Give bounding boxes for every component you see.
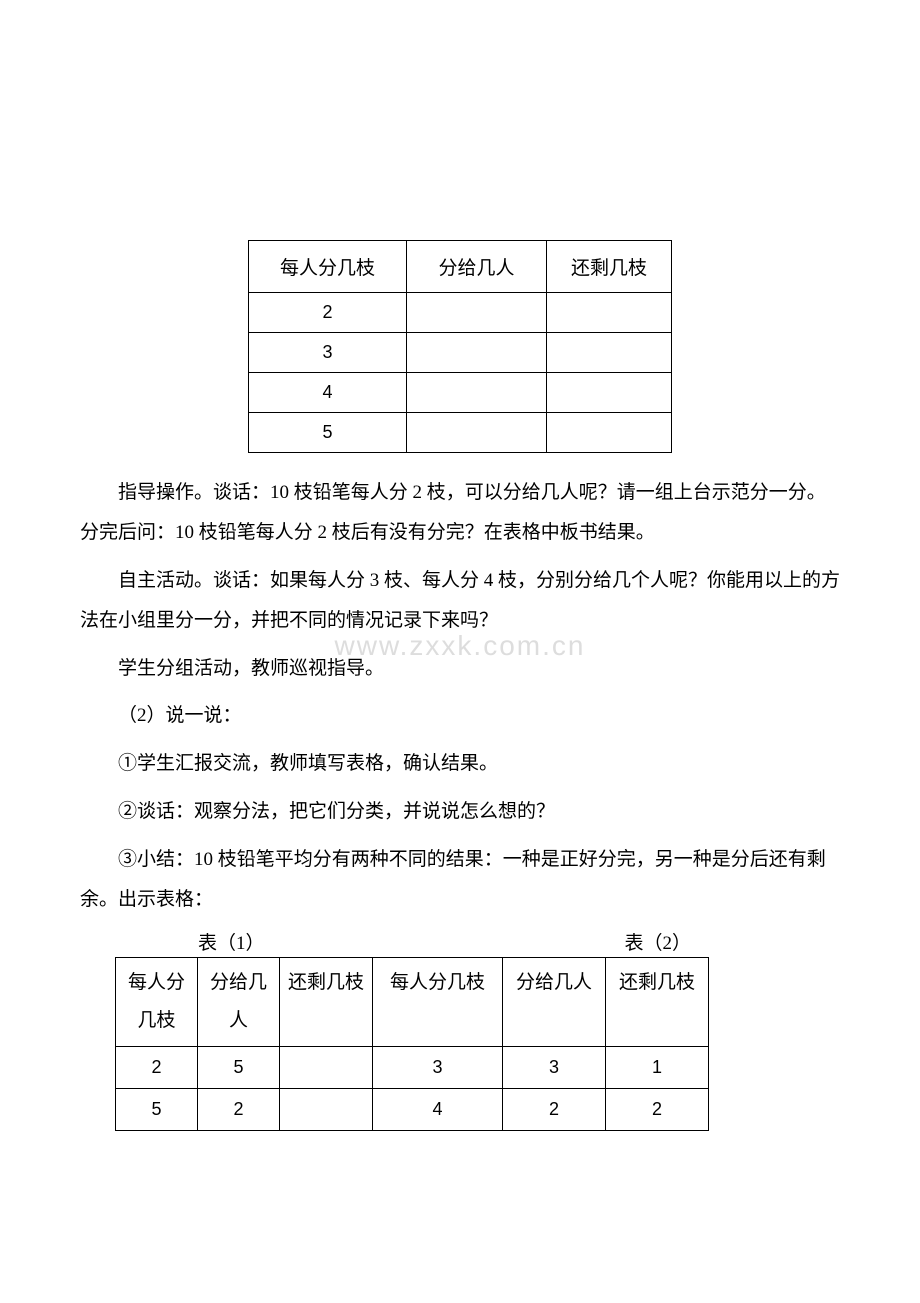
cell: 2 [116,1046,198,1088]
paragraph-substep-3: ③小结：10 枝铅笔平均分有两种不同的结果：一种是正好分完，另一种是分后还有剩余… [80,840,840,920]
col-header: 每人分几枝 [373,957,503,1046]
cell: 2 [249,293,407,333]
paragraph-instruction-1: 指导操作。谈话：10 枝铅笔每人分 2 枝，可以分给几人呢？请一组上台示范分一分… [80,473,840,553]
table-row: 2 [249,293,672,333]
cell: 1 [606,1046,709,1088]
cell: 3 [503,1046,606,1088]
col-header: 还剩几枝 [280,957,373,1046]
table-row: 2 5 3 3 1 [116,1046,709,1088]
cell [407,333,547,373]
paragraph-instruction-3: 学生分组活动，教师巡视指导。 [80,649,840,689]
cell [407,413,547,453]
cell: 5 [116,1088,198,1130]
cell: 5 [198,1046,280,1088]
cell: 5 [249,413,407,453]
cell: 2 [503,1088,606,1130]
document-page: www.zxxk.com.cn 每人分几枝 分给几人 还剩几枝 2 3 4 [0,0,920,1171]
cell [407,293,547,333]
cell [280,1088,373,1130]
table-row: 5 2 4 2 2 [116,1088,709,1130]
cell: 3 [373,1046,503,1088]
col-header-per-person: 每人分几枝 [249,241,407,293]
table-label-left: 表（1） [198,928,265,955]
paragraph-step-2: （2）说一说： [80,696,840,736]
cell [547,333,672,373]
cell: 2 [198,1088,280,1130]
col-header: 分给几人 [503,957,606,1046]
table1-wrapper: 每人分几枝 分给几人 还剩几枝 2 3 4 5 [80,240,840,453]
cell [547,413,672,453]
paragraph-instruction-2: 自主活动。谈话：如果每人分 3 枝、每人分 4 枝，分别分给几个人呢？你能用以上… [80,561,840,641]
cell [407,373,547,413]
distribution-table-2: 每人分几枝 分给几人 还剩几枝 每人分几枝 分给几人 还剩几枝 2 5 3 3 … [115,957,709,1131]
cell: 4 [249,373,407,413]
col-header-num-people: 分给几人 [407,241,547,293]
table-labels-row: 表（1） 表（2） [80,928,840,955]
cell [547,373,672,413]
paragraph-substep-2: ②谈话：观察分法，把它们分类，并说说怎么想的？ [80,792,840,832]
table-row: 4 [249,373,672,413]
cell: 3 [249,333,407,373]
col-header-remainder: 还剩几枝 [547,241,672,293]
cell: 2 [606,1088,709,1130]
distribution-table-1: 每人分几枝 分给几人 还剩几枝 2 3 4 5 [248,240,672,453]
cell [280,1046,373,1088]
table-header-row: 每人分几枝 分给几人 还剩几枝 [249,241,672,293]
paragraph-substep-1: ①学生汇报交流，教师填写表格，确认结果。 [80,744,840,784]
cell [547,293,672,333]
table-row: 3 [249,333,672,373]
col-header: 每人分几枝 [116,957,198,1046]
table-label-right: 表（2） [625,928,692,955]
table-row: 5 [249,413,672,453]
col-header: 还剩几枝 [606,957,709,1046]
table-header-row: 每人分几枝 分给几人 还剩几枝 每人分几枝 分给几人 还剩几枝 [116,957,709,1046]
col-header: 分给几人 [198,957,280,1046]
cell: 4 [373,1088,503,1130]
